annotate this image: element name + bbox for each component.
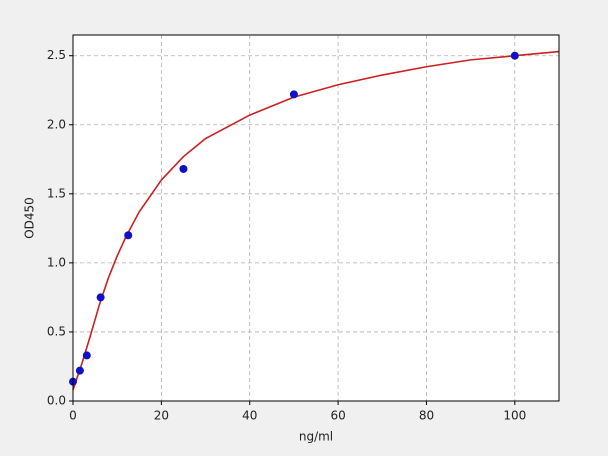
data-point [179, 164, 188, 173]
x-tick-label: 80 [419, 409, 434, 423]
y-tick-label: 2.5 [47, 48, 66, 62]
y-axis-label: OD450 [23, 197, 37, 239]
x-tick-label: 60 [330, 409, 345, 423]
y-tick-label: 2.0 [47, 117, 66, 131]
data-point [82, 351, 91, 360]
x-axis-label: ng/ml [299, 430, 333, 444]
x-tick-label: 40 [242, 409, 257, 423]
data-point [96, 293, 105, 302]
data-point [75, 366, 84, 375]
data-point [289, 90, 298, 99]
x-tick-label: 100 [503, 409, 526, 423]
plot-area [73, 35, 559, 401]
data-point [124, 231, 133, 240]
plot-frame [72, 34, 560, 402]
y-tick-label: 1.5 [47, 186, 66, 200]
y-tick-label: 0.5 [47, 324, 66, 338]
data-point [510, 51, 519, 60]
fit-curve [72, 50, 560, 391]
y-tick-label: 0.0 [47, 394, 66, 408]
x-tick-label: 0 [69, 409, 77, 423]
y-tick-label: 1.0 [47, 255, 66, 269]
x-tick-label: 20 [154, 409, 169, 423]
